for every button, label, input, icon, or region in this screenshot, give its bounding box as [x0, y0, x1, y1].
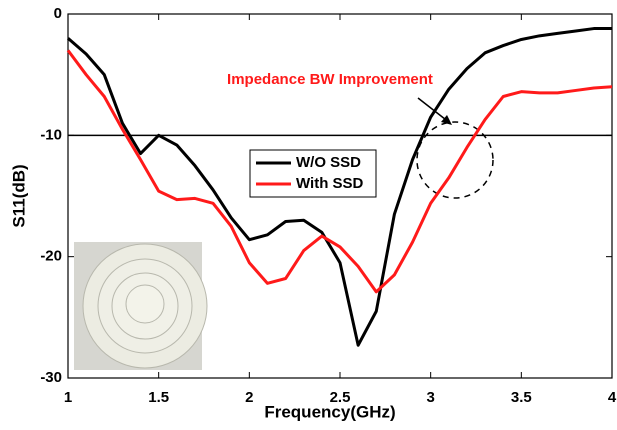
series-line — [67, 27, 612, 347]
arrow-head — [441, 115, 452, 125]
series-line — [66, 49, 613, 294]
x-tick-label: 2 — [245, 389, 253, 406]
x-tick-label: 3.5 — [511, 389, 532, 406]
y-tick-label: 0 — [54, 5, 62, 22]
y-tick-label: -10 — [40, 126, 62, 143]
legend: W/O SSD With SSD — [249, 149, 377, 198]
x-tick-label: 1 — [64, 389, 72, 406]
x-tick-label: 3 — [426, 389, 434, 406]
y-tick-label: -20 — [40, 248, 62, 265]
y-axis-label: S11(dB) — [9, 164, 28, 227]
inset-photo — [74, 242, 208, 370]
x-tick-label: 4 — [608, 389, 617, 406]
x-tick-label: 1.5 — [148, 389, 169, 406]
y-tick-label: -30 — [40, 369, 62, 386]
highlight-circle — [416, 121, 494, 199]
x-axis-label: Frequency(GHz) — [264, 402, 395, 421]
x-tick-label: 2.5 — [330, 389, 351, 406]
legend-label: W/O SSD — [296, 154, 361, 171]
legend-label: With SSD — [296, 175, 364, 192]
annotation: Impedance BW Improvement — [227, 71, 433, 88]
